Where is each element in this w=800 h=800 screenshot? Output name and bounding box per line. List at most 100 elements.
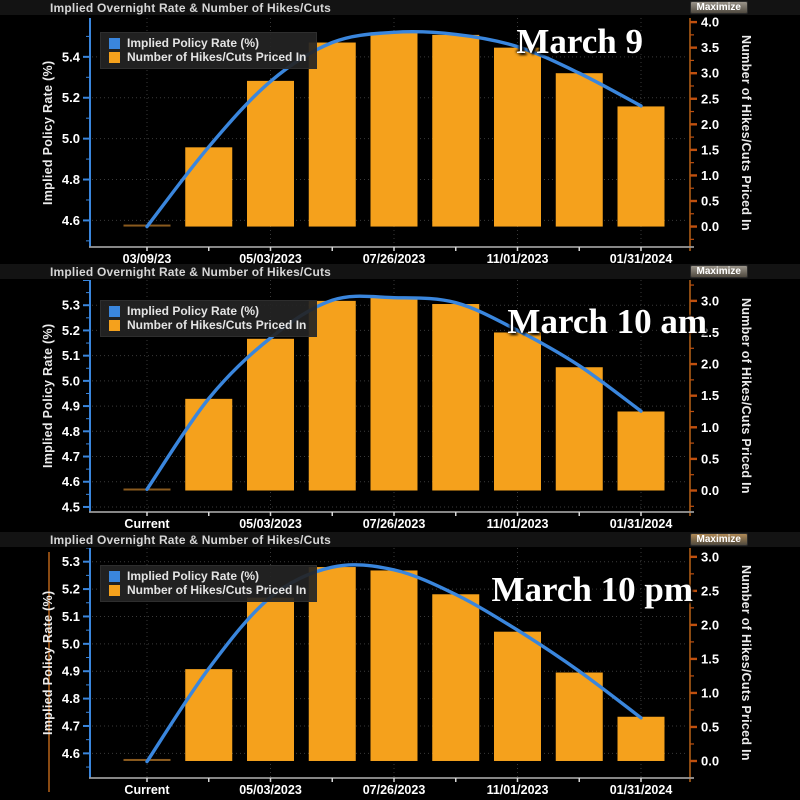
x-tick-label: 07/26/2023 [363, 252, 426, 264]
bar [494, 332, 541, 491]
legend-row-bar: Number of Hikes/Cuts Priced In [109, 50, 306, 64]
legend: Implied Policy Rate (%) Number of Hikes/… [100, 565, 318, 602]
legend-row-line: Implied Policy Rate (%) [109, 569, 306, 583]
bar-series-swatch-icon [109, 584, 120, 596]
legend-row-bar: Number of Hikes/Cuts Priced In [109, 583, 306, 597]
left-tick-label: 4.8 [62, 424, 80, 439]
x-tick-label: 05/03/2023 [239, 783, 302, 797]
left-tick-label: 5.2 [62, 582, 80, 597]
right-tick-label: 3.0 [701, 66, 719, 81]
maximize-button[interactable]: Maximize [689, 265, 748, 278]
annotation-label: March 10 pm [491, 570, 693, 609]
x-axis: Current 05/03/2023 07/26/2023 11/01/2023 01/… [89, 511, 694, 531]
left-tick-label: 4.6 [62, 213, 80, 228]
right-axis: 4.0 3.5 3.0 2.5 2.0 1.5 1.0 0.5 0.0 [689, 16, 719, 251]
implied-rate-line [145, 294, 643, 491]
x-axis: 03/09/23 05/03/2023 07/26/2023 11/01/2023 01… [89, 246, 694, 264]
right-tick-label: 2.5 [701, 325, 719, 340]
chart-panel: Implied Overnight Rate & Number of Hikes… [0, 0, 800, 264]
legend-label-bar: Number of Hikes/Cuts Priced In [127, 583, 307, 597]
right-tick-label: 4.0 [701, 16, 719, 30]
bar-series-swatch-icon [109, 51, 120, 63]
left-tick-label: 5.0 [62, 373, 80, 388]
bar [617, 716, 665, 761]
right-tick-label: 0.0 [701, 219, 719, 234]
bar [185, 147, 233, 227]
bar-series-swatch-icon [109, 319, 120, 331]
right-tick-label: 0.5 [701, 193, 719, 208]
right-tick-label: 1.0 [701, 420, 719, 435]
right-tick-label: 2.0 [701, 117, 719, 132]
left-tick-label: 5.1 [62, 348, 80, 363]
legend: Implied Policy Rate (%) Number of Hikes/… [100, 300, 318, 337]
panel-title: Implied Overnight Rate & Number of Hikes… [50, 1, 332, 15]
maximize-button[interactable]: Maximize [689, 1, 748, 14]
chart-panel: Implied Overnight Rate & Number of Hikes… [0, 264, 800, 532]
right-axis-title: Number of Hikes/Cuts Priced In [739, 565, 753, 761]
right-tick-label: 1.0 [701, 168, 719, 183]
left-tick-label: 5.0 [62, 636, 80, 651]
right-tick-label: 1.0 [701, 685, 719, 700]
legend-row-line: Implied Policy Rate (%) [109, 304, 306, 318]
line-series-swatch-icon [109, 305, 120, 317]
left-tick-label: 4.9 [62, 399, 80, 414]
right-tick-label: 0.5 [701, 451, 719, 466]
legend-label-bar: Number of Hikes/Cuts Priced In [127, 318, 307, 332]
left-tick-label: 4.9 [62, 664, 80, 679]
bar [185, 669, 233, 761]
right-tick-label: 2.5 [701, 583, 719, 598]
chart-canvas: 5.3 5.2 5.1 5.0 4.9 4.8 4.7 4.6 3.0 2.5 2.0 1.5 1.0 0… [62, 548, 719, 797]
right-tick-label: 2.0 [701, 357, 719, 372]
panel-title: Implied Overnight Rate & Number of Hikes… [50, 533, 332, 547]
right-tick-label: 3.0 [701, 549, 719, 564]
bar [617, 411, 665, 491]
line-series-swatch-icon [109, 37, 120, 49]
bar [247, 597, 294, 761]
legend-label-line: Implied Policy Rate (%) [127, 569, 260, 583]
bar [247, 338, 294, 491]
right-tick-label: 0.0 [701, 753, 719, 768]
left-axis-title: Implied Policy Rate (%) [41, 590, 55, 736]
bar [617, 106, 665, 227]
bar [555, 73, 603, 227]
left-axis: 5.4 5.2 5.0 4.8 4.6 [62, 18, 91, 247]
panel-left-border-line [48, 552, 50, 792]
right-tick-label: 2.5 [701, 91, 719, 106]
legend-row-line: Implied Policy Rate (%) [109, 36, 306, 50]
x-tick-label: 05/03/2023 [239, 252, 302, 264]
panel-title-bar: Implied Overnight Rate & Number of Hikes… [0, 532, 800, 548]
left-tick-label: 4.5 [62, 499, 80, 514]
x-tick-label: 01/31/2024 [610, 517, 673, 531]
bar [432, 34, 480, 227]
left-axis-title: Implied Policy Rate (%) [41, 323, 55, 469]
bar [555, 672, 603, 761]
bar [494, 631, 541, 761]
right-tick-label: 0.0 [701, 483, 719, 498]
right-tick-label: 1.5 [701, 142, 719, 157]
plot-region: Implied Policy Rate (%) Number of Hikes/… [0, 16, 800, 264]
right-tick-label: 0.5 [701, 719, 719, 734]
bar [185, 398, 233, 491]
x-tick-label: 03/09/23 [123, 252, 172, 264]
left-tick-label: 5.3 [62, 554, 80, 569]
legend-label-bar: Number of Hikes/Cuts Priced In [127, 50, 307, 64]
left-tick-label: 5.3 [62, 298, 80, 313]
legend-label-line: Implied Policy Rate (%) [127, 36, 260, 50]
x-tick-label: 07/26/2023 [363, 783, 426, 797]
left-tick-label: 4.7 [62, 449, 80, 464]
bar [432, 304, 480, 491]
legend-row-bar: Number of Hikes/Cuts Priced In [109, 318, 306, 332]
right-tick-label: 1.5 [701, 388, 719, 403]
maximize-button[interactable]: Maximize [689, 533, 748, 546]
left-axis-title: Implied Policy Rate (%) [41, 60, 55, 205]
plot-region: Implied Policy Rate (%) Number of Hikes/… [0, 280, 800, 532]
x-tick-label: 11/01/2023 [487, 252, 549, 264]
legend: Implied Policy Rate (%) Number of Hikes/… [100, 32, 318, 69]
left-tick-label: 5.4 [62, 49, 81, 64]
x-tick-label: Current [124, 783, 170, 797]
x-axis: Current 05/03/2023 07/26/2023 11/01/2023 01/… [89, 777, 694, 797]
implied-rate-line [145, 30, 643, 229]
chart-canvas: 5.4 5.2 5.0 4.8 4.6 4.0 3.5 3.0 2.5 2.0 1.5 1.0 0.5 0… [62, 16, 719, 264]
bar [308, 42, 356, 227]
